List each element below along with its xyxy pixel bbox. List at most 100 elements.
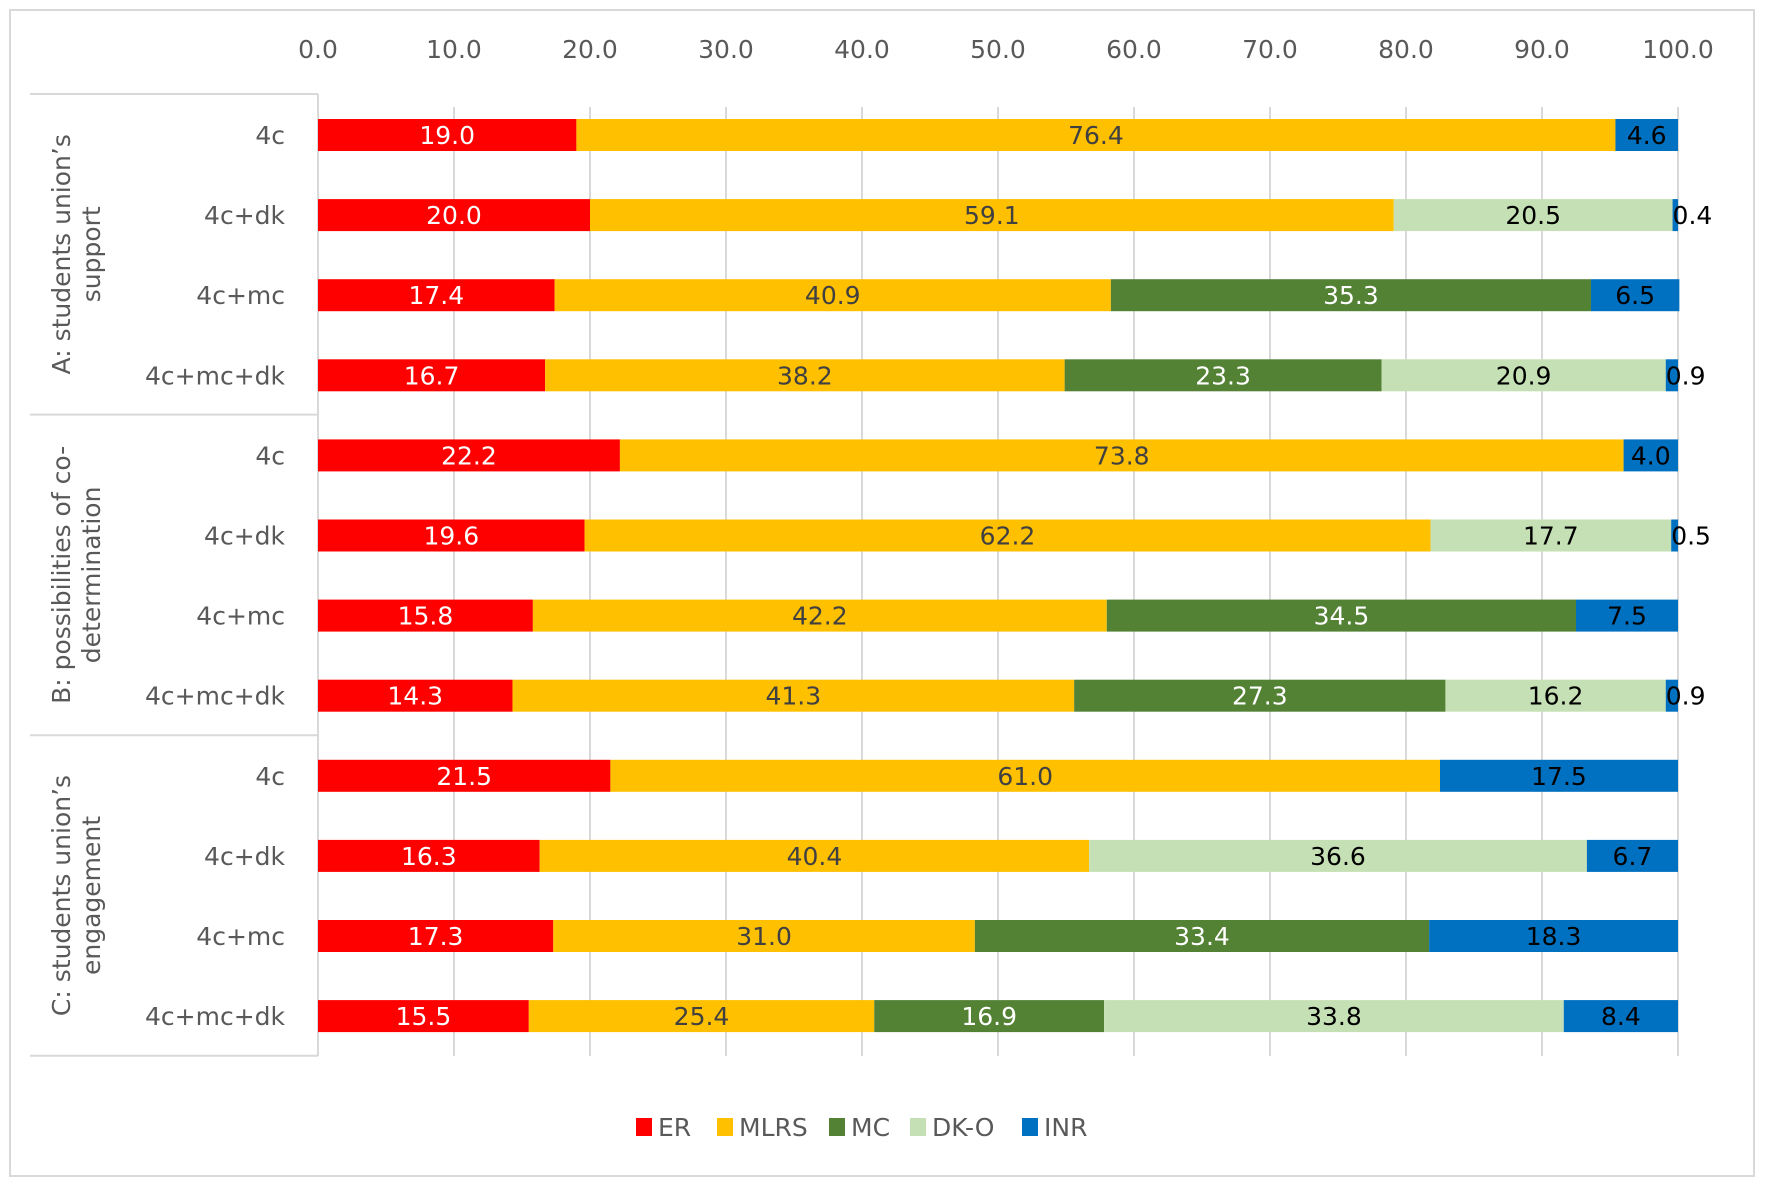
x-axis-ticks: 0.0 10.0 20.0 30.0 40.0 50.0 60.0 70.0 80.0 90.0 1…	[298, 35, 1714, 64]
group-label-line: support	[77, 206, 106, 302]
bar-segment-mc	[874, 1000, 1105, 1033]
bar-segment-er	[318, 920, 554, 952]
bar-segment-dk-o	[1393, 199, 1673, 232]
bar-segment-mc	[1106, 599, 1576, 632]
bar-segment-mc	[1074, 679, 1446, 712]
data-label: 16.2	[1528, 682, 1584, 711]
data-label: 15.5	[396, 1002, 452, 1031]
group-label: C: students union’sengagement	[47, 775, 106, 1016]
data-label: 40.4	[787, 842, 843, 871]
data-label: 76.4	[1068, 121, 1124, 150]
x-tick-label: 80.0	[1378, 35, 1434, 64]
bar-segment-mlrs	[590, 199, 1394, 232]
x-tick-label: 90.0	[1514, 35, 1570, 64]
legend-label: DK-O	[932, 1113, 994, 1142]
data-label: 34.5	[1314, 602, 1370, 631]
category-label: 4c	[255, 121, 285, 150]
category-label: 4c+dk	[204, 522, 285, 551]
category-group-frame	[30, 93, 319, 1057]
group-label: B: possibilities of co-determination	[47, 446, 106, 704]
bar-segment-inr	[1671, 519, 1678, 552]
data-label: 59.1	[964, 201, 1020, 230]
data-label: 17.5	[1531, 762, 1587, 791]
data-label: 15.8	[398, 602, 454, 631]
data-label: 20.5	[1505, 201, 1561, 230]
data-label: 0.4	[1673, 201, 1713, 230]
group-label-line: C: students union’s	[47, 775, 76, 1016]
bars	[318, 119, 1680, 1033]
bar-segment-inr	[1590, 279, 1680, 312]
x-tick-label: 50.0	[970, 35, 1026, 64]
data-label: 6.5	[1615, 281, 1655, 310]
bar-segment-mlrs	[584, 519, 1431, 552]
bar-segment-mc	[1110, 279, 1591, 312]
data-label: 25.4	[674, 1002, 730, 1031]
category-label: 4c+mc+dk	[145, 682, 286, 711]
bar-segment-dk-o	[1381, 359, 1666, 392]
x-tick-label: 100.0	[1642, 35, 1714, 64]
bar-segment-dk-o	[1104, 1000, 1564, 1033]
data-label: 21.5	[436, 762, 492, 791]
category-label: 4c+dk	[204, 842, 285, 871]
bar-segment-mlrs	[554, 279, 1111, 312]
category-label: 4c+mc	[196, 281, 285, 310]
group-label-line: engagement	[77, 816, 106, 975]
x-tick-label: 60.0	[1106, 35, 1162, 64]
x-tick-label: 20.0	[562, 35, 618, 64]
data-label: 61.0	[997, 762, 1053, 791]
data-label: 41.3	[765, 682, 821, 711]
legend-swatch-inr	[1022, 1118, 1038, 1136]
data-label: 18.3	[1526, 922, 1582, 951]
bar-segment-dk-o	[1089, 839, 1587, 872]
x-tick-label: 40.0	[834, 35, 890, 64]
legend-label: MC	[851, 1113, 890, 1142]
bar-segment-er	[318, 519, 585, 552]
bar-segment-er	[318, 1000, 529, 1033]
group-label-line: determination	[77, 487, 106, 664]
data-label: 0.9	[1666, 361, 1706, 390]
legend-label: MLRS	[739, 1113, 808, 1142]
data-label: 35.3	[1323, 281, 1379, 310]
data-label: 17.3	[408, 922, 464, 951]
data-label: 62.2	[980, 522, 1036, 551]
data-label: 19.6	[423, 522, 479, 551]
group-label: A: students union’ssupport	[47, 134, 106, 374]
data-label: 33.4	[1174, 922, 1230, 951]
bar-segment-inr	[1440, 759, 1678, 792]
data-label: 31.0	[736, 922, 792, 951]
bar-segment-inr	[1665, 679, 1678, 712]
data-label: 38.2	[777, 361, 833, 390]
bar-segment-mlrs	[553, 920, 975, 952]
data-label: 22.2	[441, 441, 497, 470]
legend-swatch-er	[636, 1118, 652, 1136]
legend-swatch-mlrs	[717, 1118, 733, 1136]
data-label: 8.4	[1601, 1002, 1641, 1031]
bar-segment-inr	[1665, 359, 1678, 392]
data-label: 17.4	[408, 281, 464, 310]
category-label: 4c	[255, 441, 285, 470]
bar-segment-inr	[1586, 839, 1678, 872]
data-label: 16.3	[401, 842, 457, 871]
group-label-line: B: possibilities of co-	[47, 446, 76, 704]
bar-segment-mc	[974, 920, 1430, 952]
bar-segment-dk-o	[1430, 519, 1672, 552]
category-label: 4c+mc+dk	[145, 361, 286, 390]
bar-segment-er	[318, 119, 577, 151]
data-label: 19.0	[419, 121, 475, 150]
legend-swatch-mc	[829, 1118, 845, 1136]
bar-segment-er	[318, 359, 546, 392]
data-label: 42.2	[792, 602, 848, 631]
category-label: 4c+mc	[196, 922, 285, 951]
bar-segment-mlrs	[532, 599, 1107, 632]
bar-segment-mlrs	[539, 839, 1090, 872]
x-tick-label: 70.0	[1242, 35, 1298, 64]
data-label: 4.0	[1631, 441, 1671, 470]
bar-segment-mlrs	[619, 439, 1624, 472]
data-label: 16.7	[404, 361, 460, 390]
category-label: 4c+mc	[196, 602, 285, 631]
gridlines	[317, 107, 1679, 1056]
data-label: 73.8	[1094, 441, 1150, 470]
data-label: 16.9	[961, 1002, 1017, 1031]
bar-segment-inr	[1623, 439, 1678, 472]
x-tick-label: 0.0	[298, 35, 338, 64]
